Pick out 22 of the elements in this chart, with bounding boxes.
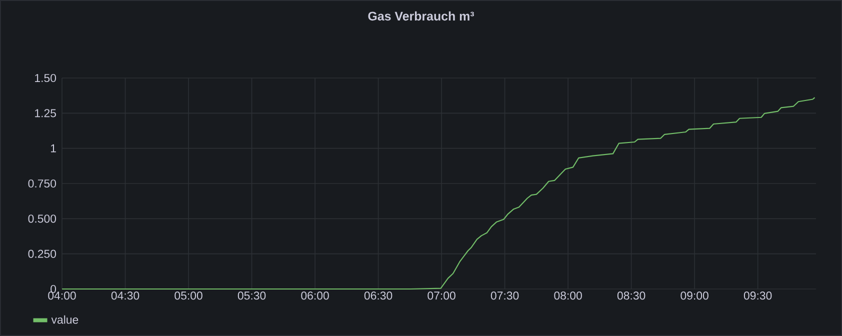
- x-tick-label: 06:30: [364, 292, 392, 300]
- x-tick-label: 04:30: [111, 292, 140, 300]
- y-tick-label: 0: [50, 284, 56, 294]
- y-tick-label: 1.25: [35, 109, 56, 118]
- x-tick-label: 09:30: [744, 292, 772, 300]
- y-tick-label: 0.250: [28, 250, 56, 258]
- y-tick-label: 1: [50, 144, 56, 152]
- y-tick-label: 0.500: [28, 214, 56, 223]
- y-tick-label: 1.50: [35, 74, 56, 82]
- legend-label: value: [51, 315, 78, 324]
- chart-title: Gas Verbrauch m³: [368, 11, 474, 21]
- y-tick-label: 0.750: [28, 179, 56, 188]
- x-tick-label: 09:00: [680, 292, 708, 300]
- x-tick-label: 07:30: [490, 292, 519, 300]
- x-tick-label: 04:00: [48, 292, 76, 300]
- x-tick-label: 07:00: [428, 292, 456, 300]
- x-tick-label: 06:00: [301, 292, 329, 300]
- x-tick-label: 05:30: [238, 292, 266, 300]
- line-series: [61, 97, 816, 290]
- x-tick-label: 08:30: [617, 292, 646, 300]
- x-tick-label: 08:00: [554, 292, 582, 300]
- x-tick-label: 05:00: [174, 292, 202, 300]
